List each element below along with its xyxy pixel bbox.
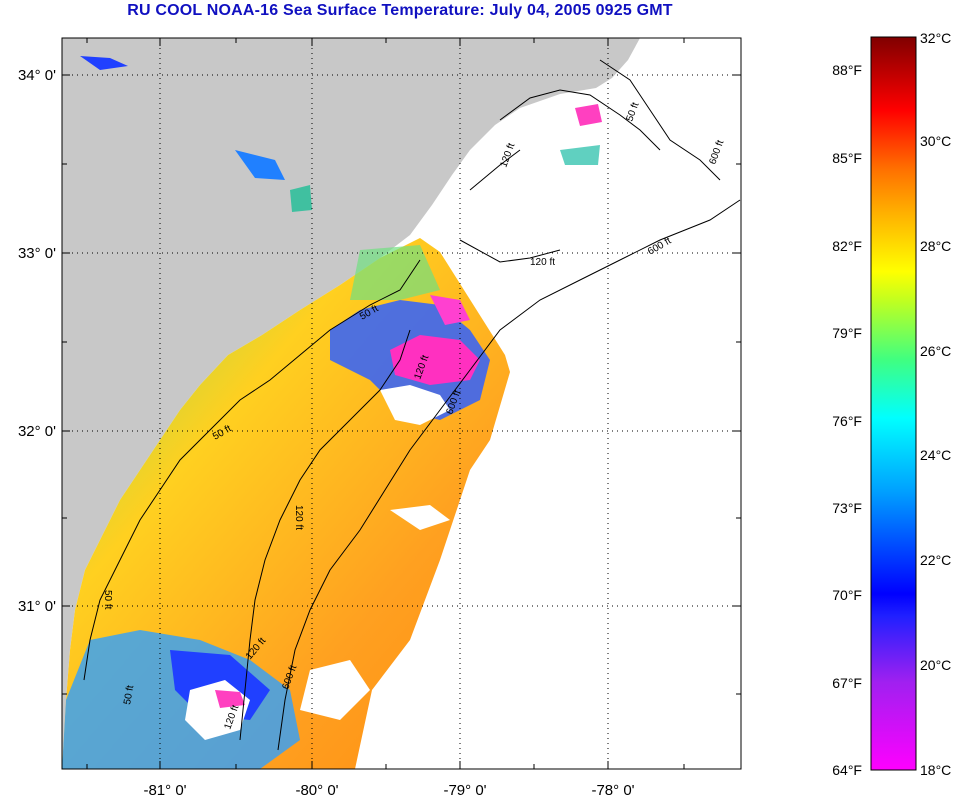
c-label: 28°C — [920, 238, 951, 254]
c-label: 30°C — [920, 133, 951, 149]
f-label: 82°F — [832, 238, 862, 254]
magenta-patch-south — [215, 690, 245, 708]
c-label: 18°C — [920, 762, 951, 778]
white-patch-offshore-1 — [390, 505, 450, 530]
land-mass — [62, 38, 640, 769]
f-label: 85°F — [832, 150, 862, 166]
lon-label-81: -81° 0' — [143, 782, 186, 799]
north-coast-patch — [560, 145, 600, 165]
estuary-patch-2 — [235, 150, 285, 180]
colorbar-f-labels: 88°F 85°F 82°F 79°F 76°F 73°F 70°F 67°F … — [832, 62, 862, 778]
lon-label-78: -78° 0' — [591, 782, 634, 799]
inland-patch — [80, 56, 128, 70]
contour-label-11: 50 ft — [102, 590, 113, 610]
lat-label-34: 34° 0' — [18, 67, 56, 84]
c-label: 26°C — [920, 343, 951, 359]
north-coast-magenta — [575, 104, 602, 126]
contour-600ft-north — [599, 59, 721, 181]
c-label: 22°C — [920, 552, 951, 568]
lat-label-33: 33° 0' — [18, 245, 56, 262]
f-label: 79°F — [832, 325, 862, 341]
lat-label-31: 31° 0' — [18, 598, 56, 615]
cold-patch-magenta — [390, 335, 480, 385]
cold-patch-magenta-2 — [430, 295, 470, 325]
c-label: 24°C — [920, 447, 951, 463]
f-label: 64°F — [832, 762, 862, 778]
c-label: 32°C — [920, 30, 951, 46]
f-label: 73°F — [832, 500, 862, 516]
white-patch-offshore-2 — [300, 660, 370, 720]
lon-label-79: -79° 0' — [443, 782, 486, 799]
colorbar-c-labels: 32°C 30°C 28°C 26°C 24°C 22°C 20°C 18°C — [920, 30, 951, 778]
page-title: RU COOL NOAA-16 Sea Surface Temperature:… — [127, 2, 673, 19]
f-label: 67°F — [832, 675, 862, 691]
f-label: 76°F — [832, 413, 862, 429]
colorbar — [870, 36, 917, 771]
contour-600ft — [277, 199, 741, 751]
contour-label-10: 120 ft — [293, 505, 304, 530]
lon-label-80: -80° 0' — [295, 782, 338, 799]
axis-ticks — [62, 38, 741, 769]
f-label: 70°F — [832, 587, 862, 603]
contour-50ft — [83, 89, 661, 681]
contour-120ft — [239, 239, 561, 741]
contour-label-14: 50 ft — [122, 684, 136, 705]
contour-label-4: 120 ft — [530, 257, 555, 268]
lat-label-32: 32° 0' — [18, 423, 56, 440]
green-band — [350, 245, 440, 300]
white-gap-north — [380, 385, 450, 425]
map-border — [61, 37, 742, 770]
f-label: 88°F — [832, 62, 862, 78]
c-label: 20°C — [920, 657, 951, 673]
estuary-patch — [290, 185, 312, 212]
graticule — [62, 38, 741, 769]
